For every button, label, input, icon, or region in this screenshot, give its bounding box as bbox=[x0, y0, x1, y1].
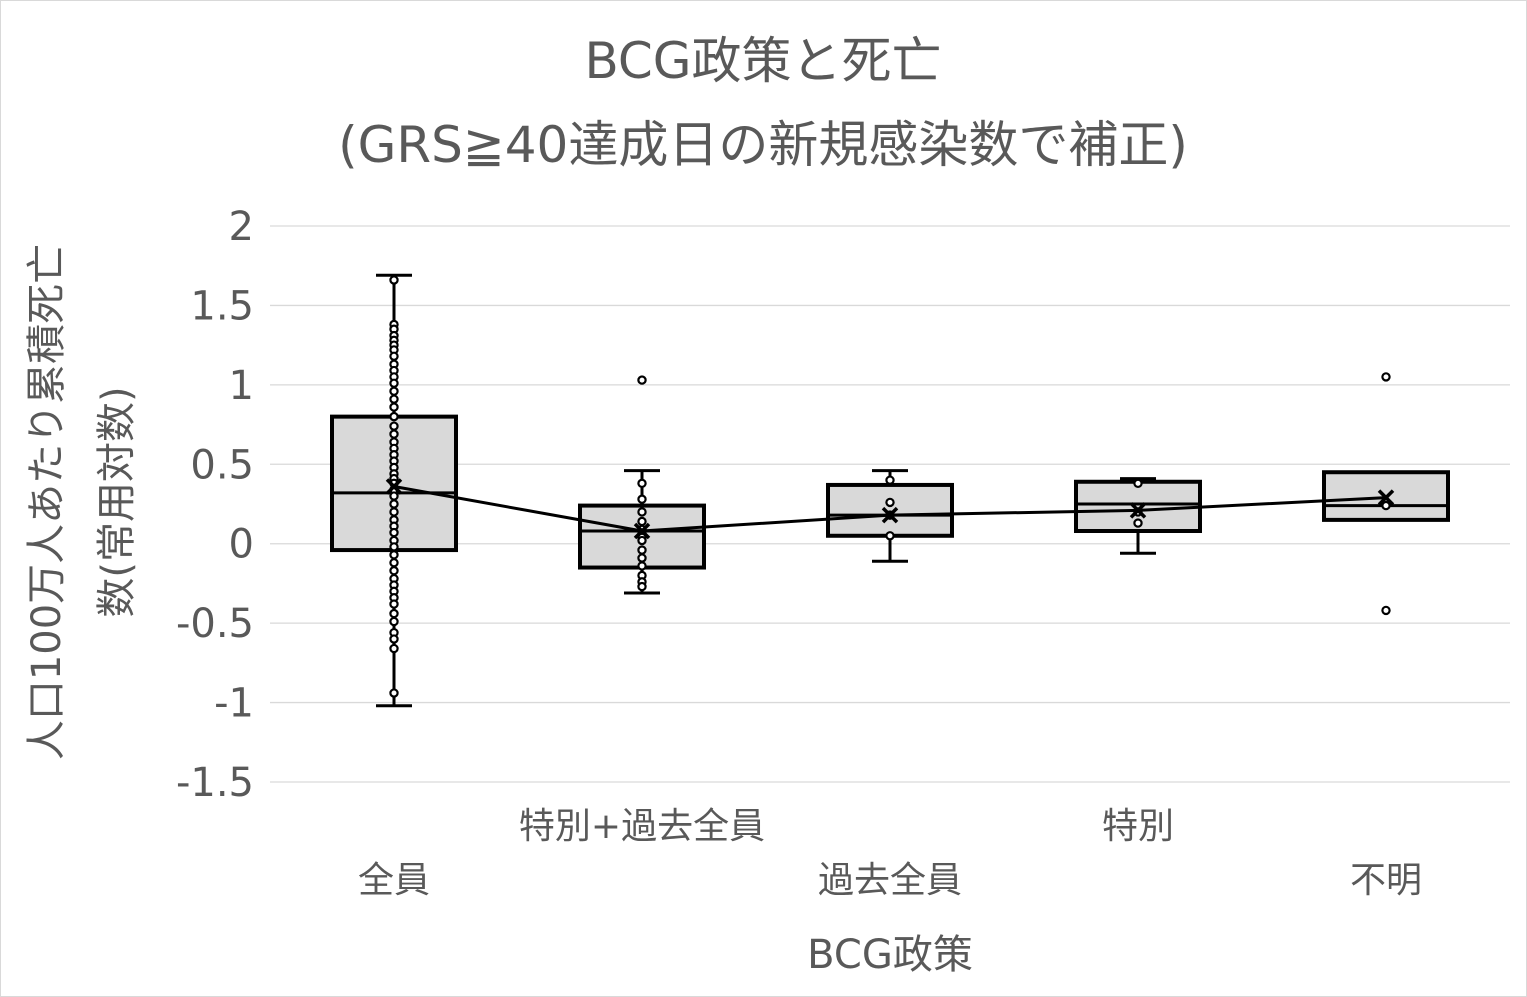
data-point bbox=[389, 378, 399, 388]
data-point bbox=[389, 421, 399, 431]
y-tick-label: 2 bbox=[229, 204, 254, 250]
data-point bbox=[389, 507, 399, 517]
data-point bbox=[389, 386, 399, 396]
data-point bbox=[389, 542, 399, 552]
chart-title-line-2: (GRS≧40達成日の新規感染数で補正) bbox=[338, 116, 1188, 174]
data-point bbox=[389, 429, 399, 439]
outlier-point bbox=[637, 375, 647, 385]
data-point bbox=[389, 566, 399, 576]
box-group bbox=[330, 273, 458, 708]
y-tick-label: 1 bbox=[229, 363, 254, 409]
box-group bbox=[1322, 372, 1450, 616]
data-point bbox=[637, 535, 647, 546]
x-axis-title: BCG政策 bbox=[807, 932, 973, 978]
data-point bbox=[1133, 478, 1143, 489]
data-point bbox=[389, 527, 399, 538]
data-point bbox=[1381, 500, 1391, 511]
y-tick-label: -1 bbox=[214, 681, 254, 727]
data-point bbox=[389, 634, 399, 644]
data-point bbox=[637, 516, 647, 527]
data-point bbox=[389, 275, 399, 285]
y-tick-label: 0 bbox=[229, 522, 254, 568]
data-point bbox=[389, 402, 399, 412]
outlier-point bbox=[1381, 372, 1391, 382]
data-point bbox=[885, 497, 895, 508]
y-tick-label: 1.5 bbox=[190, 283, 254, 329]
data-point bbox=[389, 491, 399, 501]
box-group bbox=[1074, 477, 1202, 555]
data-point bbox=[389, 550, 399, 560]
y-tick-label: -0.5 bbox=[176, 601, 254, 647]
data-point bbox=[389, 394, 399, 404]
chart-title-line-1: BCG政策と死亡 bbox=[584, 32, 941, 90]
data-point bbox=[637, 507, 647, 517]
mean-connecting-line bbox=[393, 485, 1387, 533]
data-point bbox=[389, 411, 399, 422]
mean-line-group bbox=[393, 485, 1387, 533]
outlier-point bbox=[1381, 605, 1391, 616]
y-tick-label: -1.5 bbox=[176, 760, 254, 806]
data-point bbox=[637, 478, 647, 489]
data-point bbox=[389, 351, 399, 361]
box-series bbox=[330, 273, 1450, 708]
data-point bbox=[637, 553, 647, 563]
x-category-label: 全員 bbox=[358, 860, 430, 901]
x-category-label: 過去全員 bbox=[818, 860, 962, 901]
data-point bbox=[389, 599, 399, 609]
data-point bbox=[389, 616, 399, 627]
data-point bbox=[1133, 518, 1143, 528]
iqr-box bbox=[826, 482, 954, 538]
data-point bbox=[637, 494, 647, 504]
data-point bbox=[885, 531, 895, 541]
data-point bbox=[637, 581, 647, 592]
x-category-label: 特別 bbox=[1102, 806, 1174, 847]
y-axis-title-line-1: 人口100万人あたり累積死亡 bbox=[24, 244, 70, 760]
data-point bbox=[389, 688, 399, 698]
data-point bbox=[389, 558, 399, 568]
data-point bbox=[637, 561, 647, 571]
data-point bbox=[637, 545, 647, 555]
x-category-label: 不明 bbox=[1350, 860, 1422, 901]
y-axis-title-line-2: 数(常用対数) bbox=[94, 386, 140, 617]
y-axis-tick-labels: 2 1.5 1 0.5 0 -0.5 -1 -1.5 bbox=[176, 204, 254, 806]
x-category-label: 特別+過去全員 bbox=[519, 806, 765, 847]
data-point bbox=[389, 608, 399, 619]
data-point bbox=[389, 499, 399, 509]
data-point bbox=[389, 643, 399, 654]
data-point bbox=[885, 475, 895, 485]
y-tick-label: 0.5 bbox=[190, 442, 254, 488]
box-group bbox=[578, 375, 706, 595]
box-group bbox=[826, 469, 954, 563]
